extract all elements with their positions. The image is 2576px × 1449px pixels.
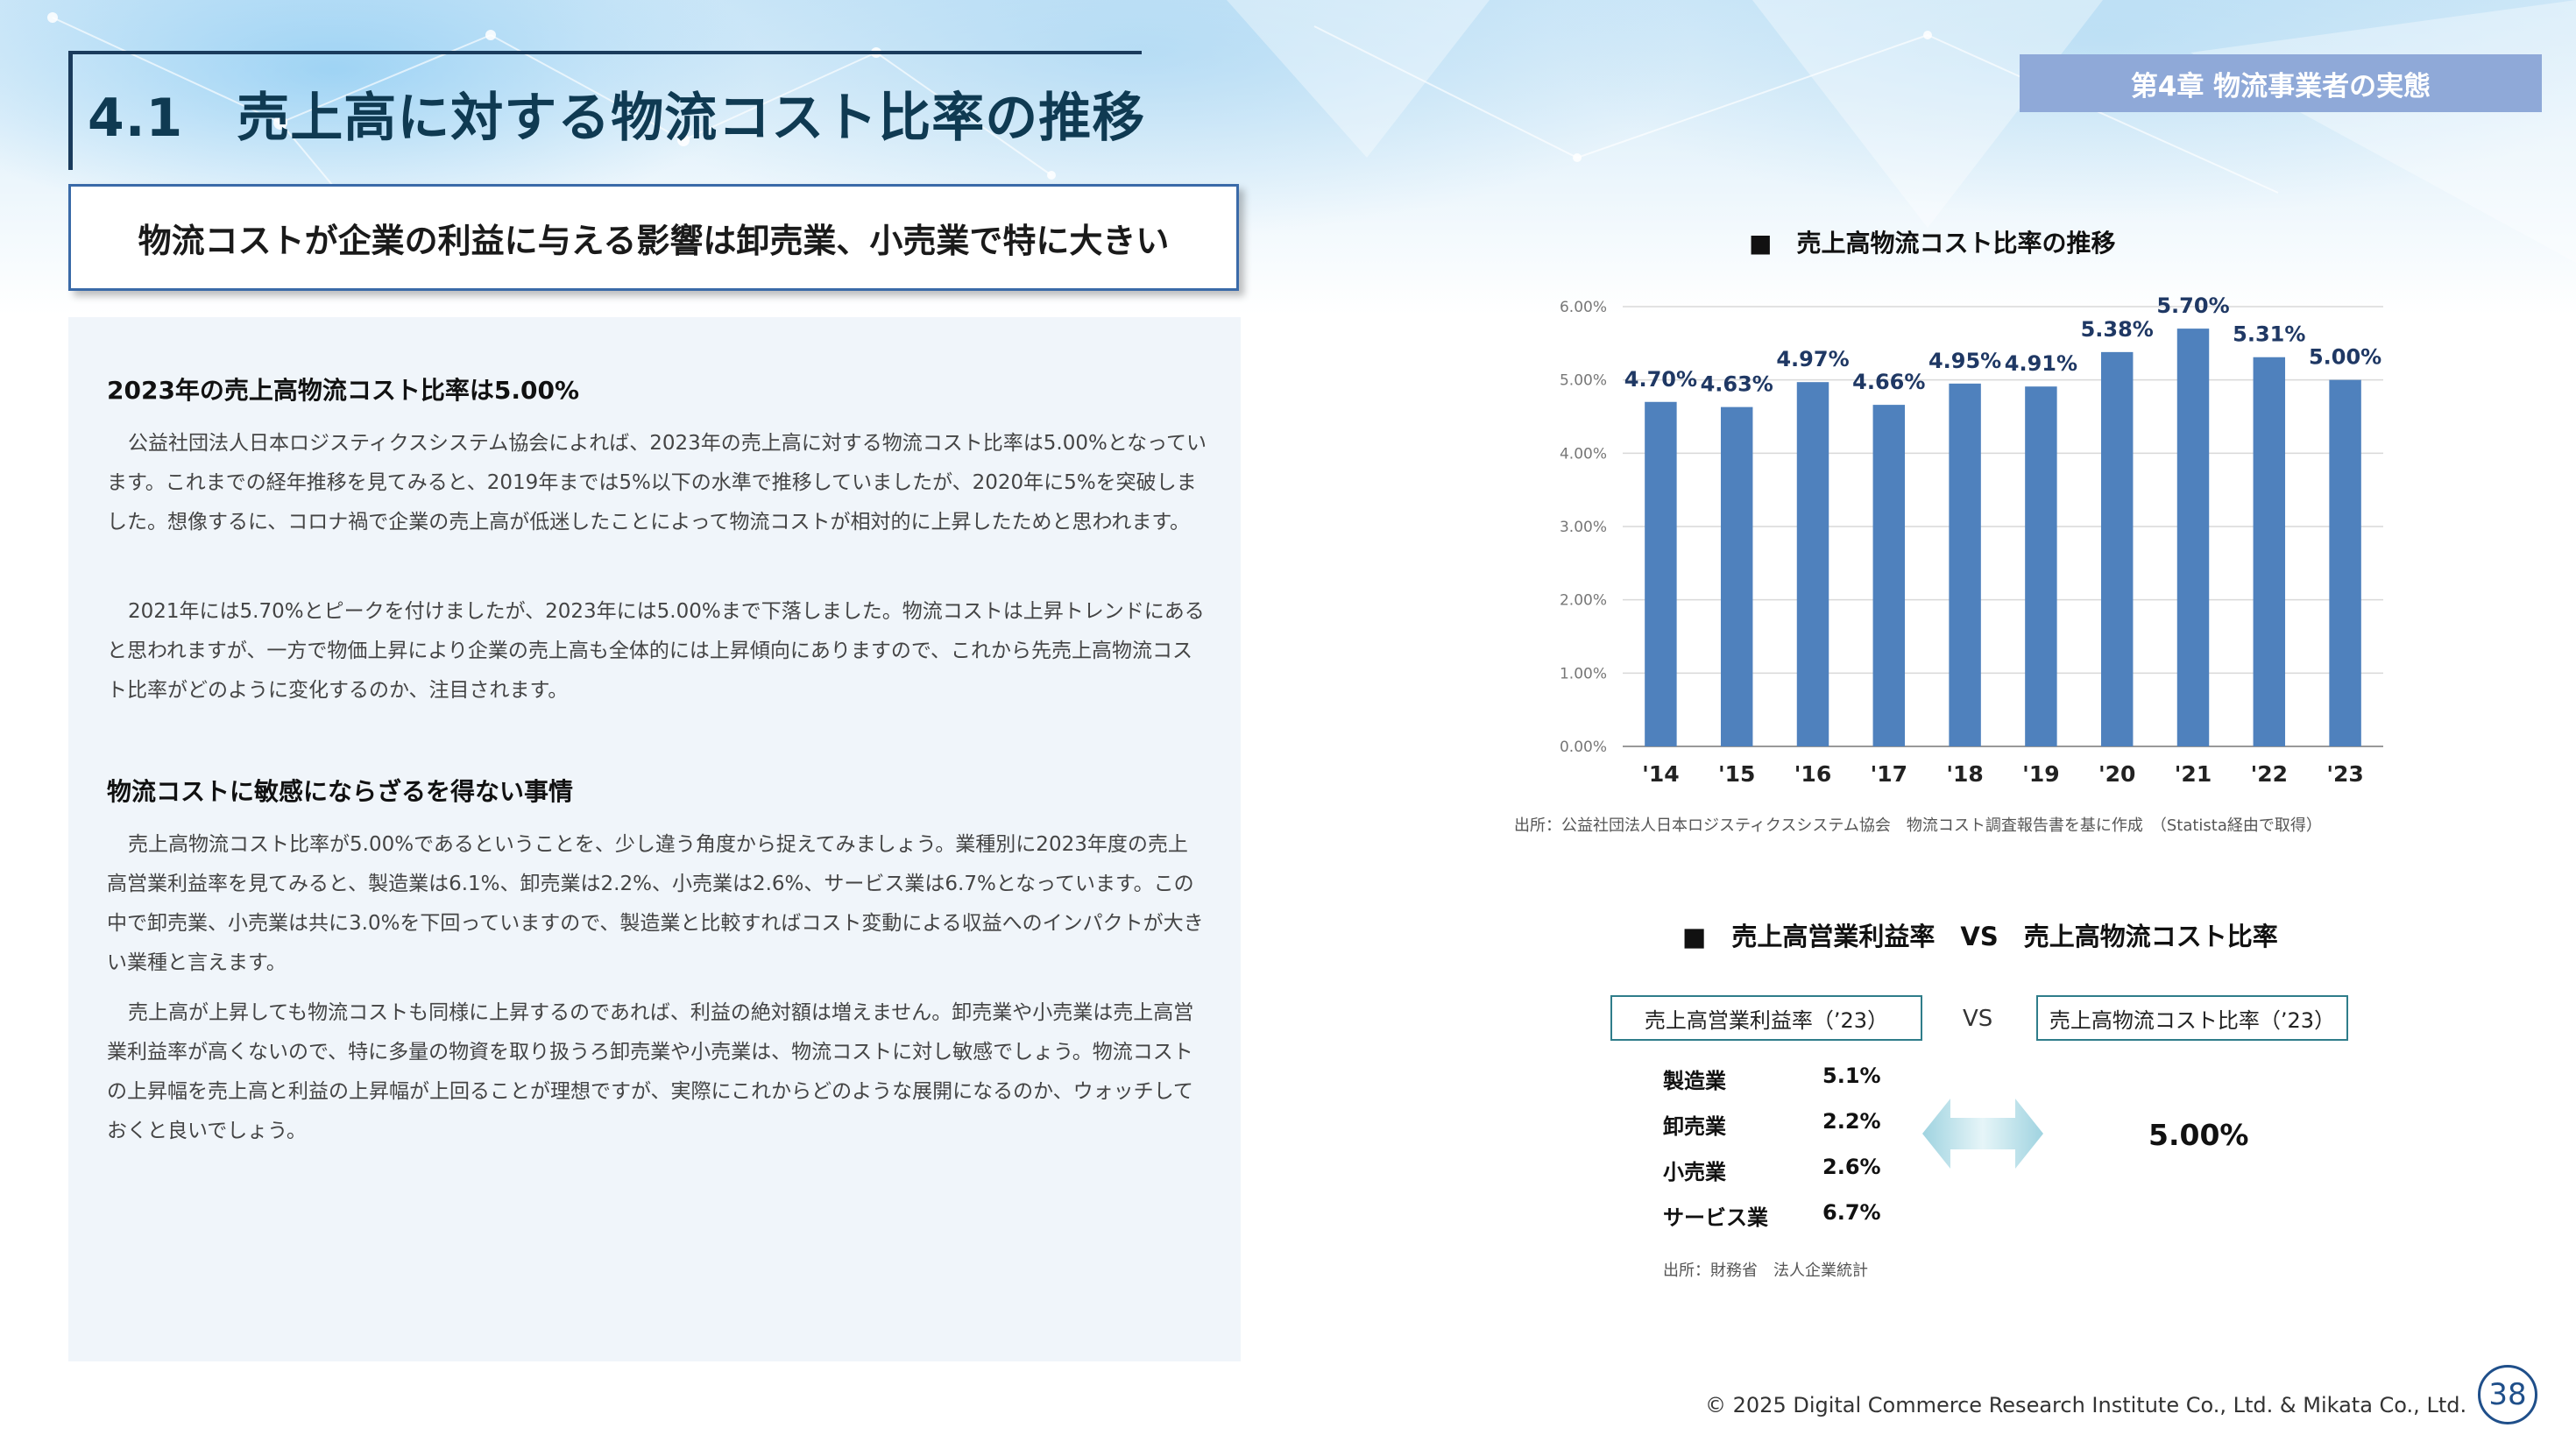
title-frame <box>68 51 1142 170</box>
x-tick-label: '16 <box>1794 761 1831 787</box>
data-label: 4.63% <box>1701 372 1773 397</box>
vs-label: VS <box>1963 1006 1993 1032</box>
bar <box>2253 357 2286 746</box>
data-label: 4.95% <box>1928 349 2001 373</box>
industry-value: 6.7% <box>1822 1200 1881 1225</box>
chapter-badge: 第4章 物流事業者の実態 <box>2020 54 2542 112</box>
bar <box>2025 386 2057 746</box>
bar <box>2329 379 2361 746</box>
y-tick-label: 4.00% <box>1560 445 1607 463</box>
page-title: 4.1 売上高に対する物流コスト比率の推移 <box>88 88 1146 149</box>
x-tick-label: '19 <box>2022 761 2059 787</box>
industry-value: 2.2% <box>1822 1109 1881 1134</box>
double-arrow-icon <box>1922 1099 2043 1169</box>
section-heading-sensitivity: 物流コストに敏感にならざるを得ない事情 <box>107 777 574 806</box>
y-tick-label: 5.00% <box>1560 372 1607 390</box>
cost-ratio-value: 5.00% <box>2148 1118 2249 1152</box>
bar <box>1949 383 1981 746</box>
industry-value: 5.1% <box>1822 1064 1881 1088</box>
x-tick-label: '23 <box>2326 761 2363 787</box>
comparison-source-note: 出所：財務省 法人企業統計 <box>1663 1262 1868 1280</box>
y-tick-label: 2.00% <box>1560 592 1607 610</box>
data-label: 4.97% <box>1776 347 1849 371</box>
bar <box>1872 405 1906 746</box>
copyright: © 2025 Digital Commerce Research Institu… <box>1705 1393 2467 1417</box>
x-tick-label: '14 <box>1642 761 1679 787</box>
y-tick-label: 1.00% <box>1560 665 1607 682</box>
logistics-cost-label: 売上高物流コスト比率（’23） <box>2036 995 2348 1041</box>
y-tick-label: 0.00% <box>1560 739 1607 756</box>
chart-title: ■ 売上高物流コスト比率の推移 <box>1749 229 2116 258</box>
comparison-title: ■ 売上高営業利益率 VS 売上高物流コスト比率 <box>1682 922 2278 951</box>
bar <box>1645 401 1677 746</box>
bar-chart: 0.00% 1.00% 2.00% 3.00% 4.00% 5.00% 6.00% 4.70%… <box>1560 293 2383 787</box>
data-label: 4.70% <box>1624 367 1697 392</box>
key-message: 物流コストが企業の利益に与える影響は卸売業、小売業で特に大きい <box>68 184 1239 291</box>
paragraph: 売上高が上昇しても物流コストも同様に上昇するのであれば、利益の絶対額は増えません… <box>107 1001 1194 1142</box>
paragraph: 売上高物流コスト比率が5.00%であるということを、少し違う角度から捉えてみまし… <box>107 833 1204 974</box>
bar <box>1796 382 1829 746</box>
section-heading-cost-ratio: 2023年の売上高物流コスト比率は5.00% <box>107 376 580 405</box>
bar <box>2176 329 2210 746</box>
industry-name: サービス業 <box>1663 1205 1768 1230</box>
industry-value: 2.6% <box>1822 1155 1881 1179</box>
data-label: 5.00% <box>2309 345 2381 370</box>
industry-name: 製造業 <box>1663 1069 1726 1093</box>
x-tick-label: '20 <box>2098 761 2135 787</box>
bar <box>1720 406 1753 746</box>
x-tick-label: '22 <box>2251 761 2288 787</box>
data-label: 5.31% <box>2233 322 2305 347</box>
operating-margin-label: 売上高営業利益率（’23） <box>1610 995 1922 1041</box>
text-panel <box>68 317 1241 1361</box>
y-tick-label: 6.00% <box>1560 299 1607 316</box>
x-tick-label: '21 <box>2175 761 2212 787</box>
y-tick-label: 3.00% <box>1560 519 1607 536</box>
data-label: 5.70% <box>2156 293 2229 318</box>
data-label: 4.91% <box>2005 351 2077 376</box>
bar <box>2100 351 2134 746</box>
x-tick-label: '17 <box>1871 761 1907 787</box>
data-label: 5.38% <box>2081 317 2154 342</box>
data-label: 4.66% <box>1852 370 1925 394</box>
paragraph: 2021年には5.70%とピークを付けましたが、2023年には5.00%まで下落… <box>107 600 1205 702</box>
x-tick-label: '18 <box>1946 761 1983 787</box>
industry-name: 卸売業 <box>1663 1114 1726 1139</box>
page-number: 38 <box>2478 1365 2537 1424</box>
industry-name: 小売業 <box>1663 1160 1726 1184</box>
chart-source-note: 出所：公益社団法人日本ロジスティクスシステム協会 物流コスト調査報告書を基に作成… <box>1514 816 2322 835</box>
paragraph: 公益社団法人日本ロジスティクスシステム協会によれば、2023年の売上高に対する物… <box>107 432 1207 534</box>
x-tick-label: '15 <box>1718 761 1755 787</box>
